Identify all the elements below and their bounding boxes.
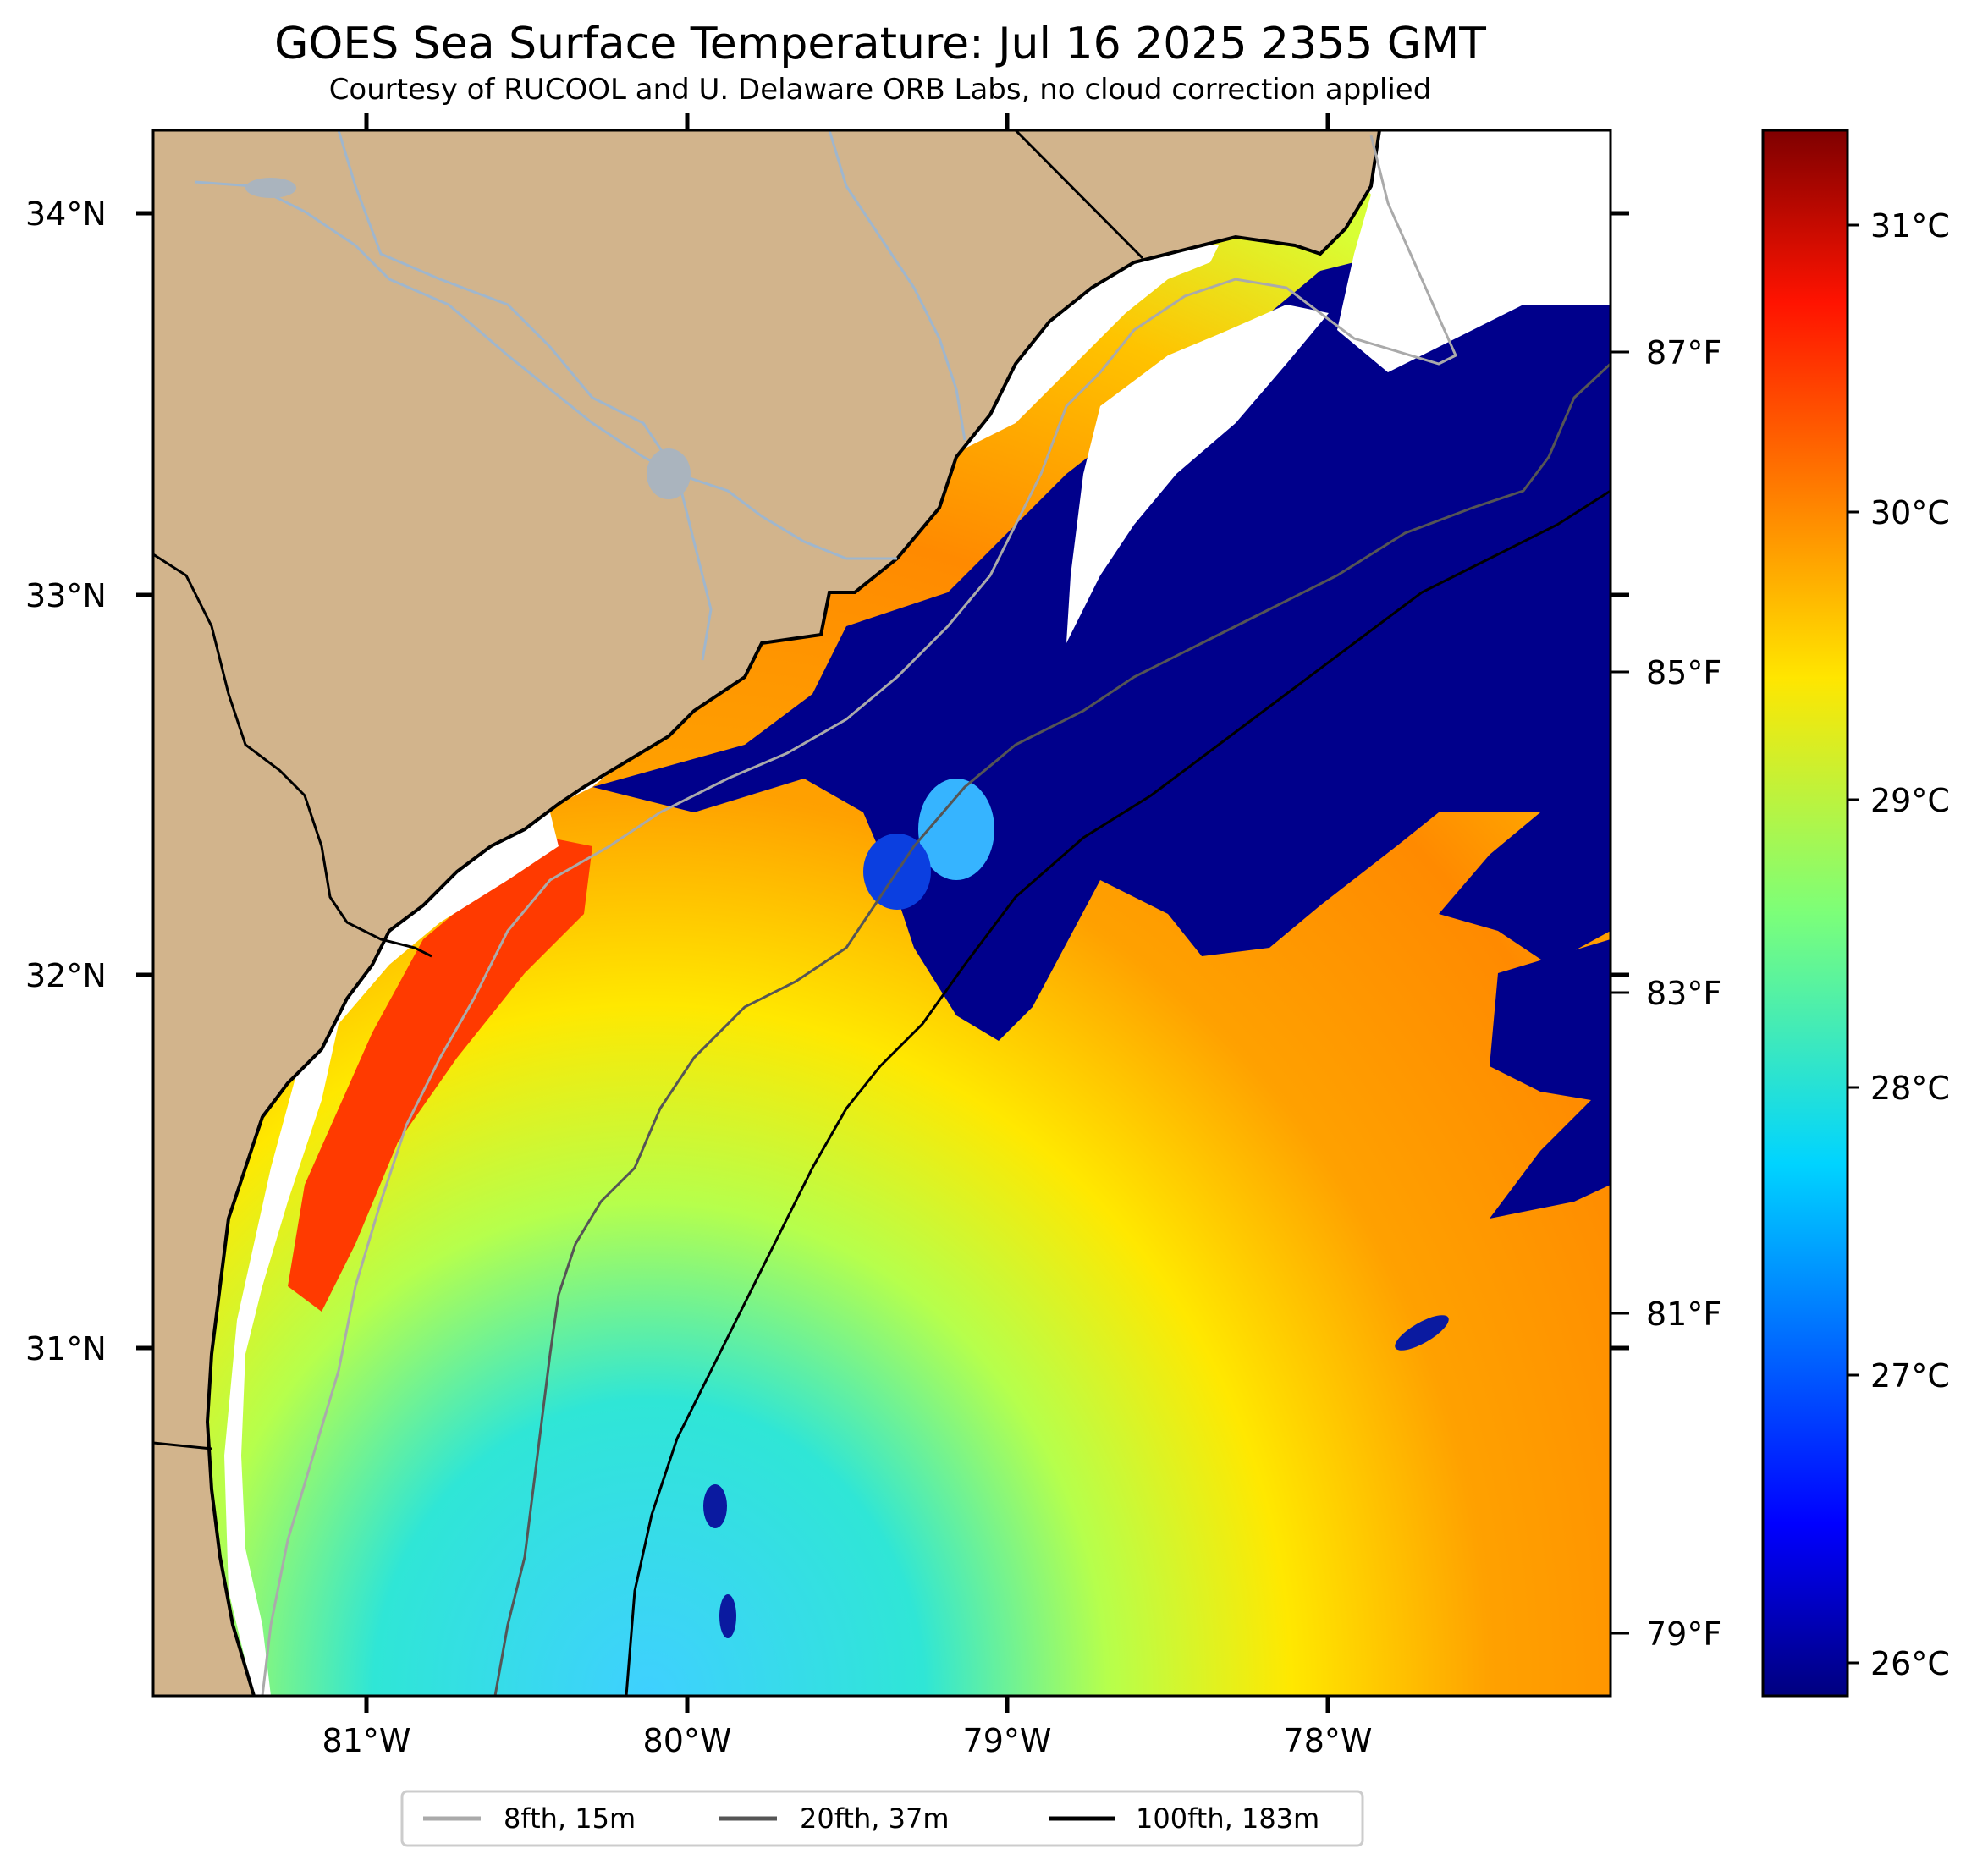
f-label-79: 79°F <box>1646 1615 1721 1653</box>
lat-ticks <box>136 211 153 1351</box>
map-subtitle: Courtesy of RUCOOL and U. Delaware ORB L… <box>328 73 1432 107</box>
f-label-87: 87°F <box>1646 334 1721 371</box>
cloud-mask-tongue <box>1066 305 1329 643</box>
river <box>194 180 897 560</box>
f-label-83: 83°F <box>1646 975 1721 1012</box>
river <box>337 130 713 661</box>
f-label-85: 85°F <box>1646 654 1721 691</box>
f-ticks <box>1611 350 1629 1635</box>
lat-label-32: 32°N <box>25 957 107 994</box>
colorbar <box>1761 129 1849 1698</box>
isobath-8fth <box>261 135 1457 1696</box>
river <box>828 130 966 441</box>
isobath-100fth <box>625 489 1611 1696</box>
land-mass <box>153 130 1379 1696</box>
map-panel <box>153 130 1611 1696</box>
coastline <box>205 130 1381 1696</box>
cool-eddy <box>918 779 994 880</box>
map-frame <box>151 129 1612 1698</box>
colorbar-label-27: 27°C <box>1870 1357 1950 1395</box>
f-label-81: 81°F <box>1646 1296 1721 1333</box>
lon-ticks <box>364 113 1330 1713</box>
lon-label-81: 81°W <box>322 1722 411 1759</box>
cold-water-east-band <box>1490 939 1611 1219</box>
reservoir <box>245 178 296 198</box>
state-border <box>153 1441 212 1450</box>
colorbar-label-28: 28°C <box>1870 1070 1950 1107</box>
lat-label-34: 34°N <box>25 195 107 233</box>
legend-box <box>400 1790 1364 1847</box>
map-title: GOES Sea Surface Temperature: Jul 16 202… <box>274 19 1486 69</box>
colorbar-ticks <box>1848 223 1859 1665</box>
lat-label-33: 33°N <box>25 577 107 614</box>
nearshore-warm-band <box>288 838 592 1312</box>
colorbar-label-30: 30°C <box>1870 494 1950 531</box>
isobath-legend: 8fth, 15m 20fth, 37m 100fth, 183m <box>400 1790 1364 1847</box>
right-ticks <box>1611 211 1629 1351</box>
colorbar-label-31: 31°C <box>1870 207 1950 245</box>
colorbar-label-26: 26°C <box>1870 1645 1950 1682</box>
cold-spot <box>719 1594 736 1638</box>
cold-spot <box>703 1484 727 1528</box>
legend-label-100fth: 100fth, 183m <box>1136 1802 1319 1835</box>
legend-label-8fth: 8fth, 15m <box>504 1802 636 1835</box>
cold-spot <box>1395 1315 1449 1351</box>
lon-label-78: 78°W <box>1284 1722 1373 1759</box>
cloud-mask-north <box>1320 130 1611 372</box>
cold-water-region <box>592 210 1611 1041</box>
lon-label-79: 79°W <box>963 1722 1052 1759</box>
lake-marion <box>647 448 691 499</box>
legend-label-20fth: 20fth, 37m <box>800 1802 949 1835</box>
isobath-20fth <box>493 362 1611 1696</box>
colorbar-label-29: 29°C <box>1870 782 1950 819</box>
lon-label-80: 80°W <box>643 1722 732 1759</box>
state-border <box>153 553 432 958</box>
lat-label-31: 31°N <box>25 1330 107 1367</box>
state-border <box>1014 130 1144 260</box>
